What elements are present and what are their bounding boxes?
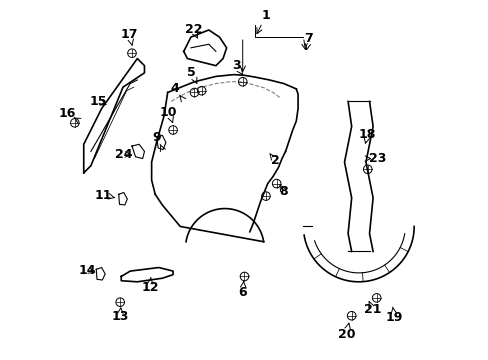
Text: 17: 17	[121, 28, 138, 41]
Text: 7: 7	[304, 32, 312, 45]
Text: 16: 16	[59, 107, 76, 120]
Text: 3: 3	[232, 59, 241, 72]
Text: 2: 2	[270, 154, 279, 167]
Text: 24: 24	[115, 148, 132, 161]
Text: 9: 9	[152, 131, 161, 144]
Text: 1: 1	[261, 9, 270, 22]
Text: 11: 11	[95, 189, 112, 202]
Text: 20: 20	[337, 328, 354, 341]
Text: 14: 14	[79, 264, 96, 276]
Text: 23: 23	[368, 152, 386, 165]
Text: 21: 21	[363, 303, 380, 316]
Text: 18: 18	[358, 128, 376, 141]
Text: 10: 10	[160, 105, 177, 119]
Text: 5: 5	[187, 66, 196, 79]
Text: 8: 8	[279, 185, 287, 198]
Text: 19: 19	[385, 311, 403, 324]
Text: 6: 6	[238, 286, 246, 299]
Text: 4: 4	[170, 82, 179, 95]
Text: 12: 12	[141, 282, 158, 294]
Text: 13: 13	[111, 310, 129, 323]
Text: 22: 22	[184, 23, 202, 36]
Text: 15: 15	[89, 95, 106, 108]
